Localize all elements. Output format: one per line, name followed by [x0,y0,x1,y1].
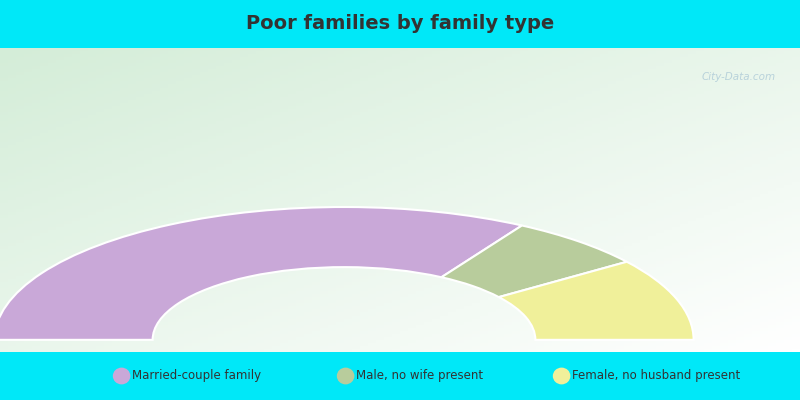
Text: Female, no husband present: Female, no husband present [572,370,740,382]
Wedge shape [499,262,694,340]
Ellipse shape [113,368,130,384]
Ellipse shape [337,368,354,384]
Text: City-Data.com: City-Data.com [702,72,776,82]
Text: Poor families by family type: Poor families by family type [246,14,554,32]
Ellipse shape [553,368,570,384]
Text: Male, no wife present: Male, no wife present [356,370,483,382]
Wedge shape [442,226,627,297]
Wedge shape [0,207,522,340]
Text: Married-couple family: Married-couple family [132,370,261,382]
